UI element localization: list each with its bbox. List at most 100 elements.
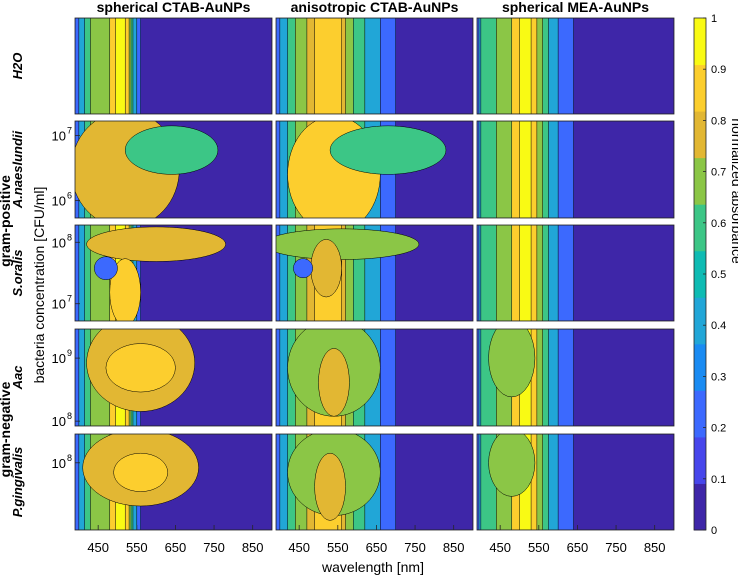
panel-frame xyxy=(476,120,675,219)
panel-frame xyxy=(476,433,675,531)
contour-band xyxy=(519,225,532,321)
colorbar-segment xyxy=(694,64,706,112)
panel-frame xyxy=(74,224,273,322)
contour-blob xyxy=(94,256,118,280)
y-tick-exponent: 7 xyxy=(67,294,72,304)
x-tick-label: 650 xyxy=(165,540,187,555)
contour-panel xyxy=(476,328,675,427)
y-axis-label: bacteria concentration [CFU/ml] xyxy=(31,187,47,384)
contour-panel xyxy=(74,17,273,115)
contour-blob xyxy=(488,329,536,398)
colorbar: 0 0.1 0.2 0.3 0.4 0.5 0.6 0.7 0.8 0.9 1 xyxy=(693,13,726,537)
panel-frame xyxy=(476,224,675,322)
x-tick-label: 650 xyxy=(366,540,388,555)
contour-panel xyxy=(476,224,675,322)
contour-blob xyxy=(310,239,342,298)
colorbar-tick-label: 0.9 xyxy=(711,64,726,76)
contour-band xyxy=(519,121,532,218)
contour-band xyxy=(115,18,126,114)
y-tick-exponent: 8 xyxy=(67,232,72,242)
contour-blob xyxy=(276,228,420,260)
colorbar-tick-label: 0.4 xyxy=(711,320,726,332)
y-tick-label: 10 xyxy=(52,456,66,471)
contour-blob xyxy=(113,452,168,492)
contour-blob xyxy=(488,434,536,497)
contour-panel xyxy=(275,224,474,322)
colorbar-tick-label: 0.6 xyxy=(711,218,726,230)
x-axis-ticks: 450 550 650 750 850 450 550 650 750 850 450 550 650 7… xyxy=(87,525,666,555)
panel-frame xyxy=(476,17,675,115)
y-tick-label: 10 xyxy=(52,235,66,250)
row-label: H2O xyxy=(10,53,25,80)
group-label: gram-positive xyxy=(0,175,13,267)
contour-panel xyxy=(74,328,273,427)
colorbar-tick-label: 0.8 xyxy=(711,115,726,127)
panel-frame xyxy=(275,328,474,427)
colorbar-tick-label: 0.5 xyxy=(711,269,726,281)
x-tick-label: 550 xyxy=(528,540,550,555)
contour-band xyxy=(314,18,342,114)
colorbar-segment xyxy=(694,483,706,531)
x-tick-label: 850 xyxy=(242,540,264,555)
y-tick-exponent: 6 xyxy=(67,191,72,201)
column-title: spherical CTAB-AuNPs xyxy=(97,0,251,15)
contour-blob xyxy=(109,258,141,321)
row-label: A.naeslundii xyxy=(10,130,25,209)
x-tick-label: 750 xyxy=(203,540,225,555)
colorbar-segment xyxy=(694,390,706,438)
colorbar-segment xyxy=(694,18,706,66)
contour-blob xyxy=(329,125,447,175)
x-tick-label: 850 xyxy=(644,540,666,555)
row-label: P.gingivalis xyxy=(10,447,25,518)
x-tick-label: 650 xyxy=(567,540,589,555)
contour-panel xyxy=(275,433,474,531)
y-tick-exponent: 9 xyxy=(67,348,72,358)
panel-frame xyxy=(74,433,273,531)
contour-blob xyxy=(293,258,313,279)
group-label: gram-negative xyxy=(0,381,13,477)
column-title: anisotropic CTAB-AuNPs xyxy=(291,0,459,15)
y-tick-label: 10 xyxy=(52,414,66,429)
contour-blob xyxy=(314,452,346,521)
y-tick-label: 10 xyxy=(52,194,66,209)
column-title: spherical MEA-AuNPs xyxy=(502,0,649,15)
panel-grid xyxy=(74,17,675,531)
contour-blob xyxy=(86,226,226,262)
contour-panel xyxy=(476,17,675,115)
colorbar-segment xyxy=(694,204,706,252)
panel-frame xyxy=(275,433,474,531)
x-tick-label: 850 xyxy=(443,540,465,555)
colorbar-segment xyxy=(694,157,706,205)
y-tick-label: 10 xyxy=(52,351,66,366)
contour-panel xyxy=(275,17,474,115)
x-tick-label: 750 xyxy=(605,540,627,555)
panel-frame xyxy=(74,328,273,427)
colorbar-segment xyxy=(694,436,706,484)
colorbar-tick-label: 0.7 xyxy=(711,167,726,179)
x-tick-label: 550 xyxy=(327,540,349,555)
panel-frame xyxy=(275,17,474,115)
contour-panel xyxy=(275,120,474,219)
colorbar-segment xyxy=(694,297,706,345)
colorbar-tick-label: 0.3 xyxy=(711,371,726,383)
contour-panel xyxy=(476,433,675,531)
panel-frame xyxy=(476,328,675,427)
y-tick-exponent: 7 xyxy=(67,126,72,136)
x-tick-label: 750 xyxy=(404,540,426,555)
contour-panel xyxy=(476,120,675,219)
colorbar-tick-label: 1 xyxy=(711,13,717,25)
y-tick-exponent: 8 xyxy=(67,411,72,421)
panel-frame xyxy=(74,120,273,219)
colorbar-tick-label: 0.1 xyxy=(711,474,726,486)
contour-blob xyxy=(124,125,219,175)
panel-frame xyxy=(275,120,474,219)
column-titles: spherical CTAB-AuNPs anisotropic CTAB-AuN… xyxy=(97,0,650,15)
y-axis-ticks: 10 710 610 810 710 910 810 8 xyxy=(52,126,80,471)
row-labels: H2OA.naeslundiiS.oralisAacP.gingivalisgr… xyxy=(0,53,25,518)
colorbar-segment xyxy=(694,343,706,391)
contour-panel xyxy=(74,224,273,322)
colorbar-tick-label: 0.2 xyxy=(711,423,726,435)
contour-band xyxy=(519,18,532,114)
contour-blob xyxy=(318,348,350,417)
y-tick-exponent: 8 xyxy=(67,453,72,463)
